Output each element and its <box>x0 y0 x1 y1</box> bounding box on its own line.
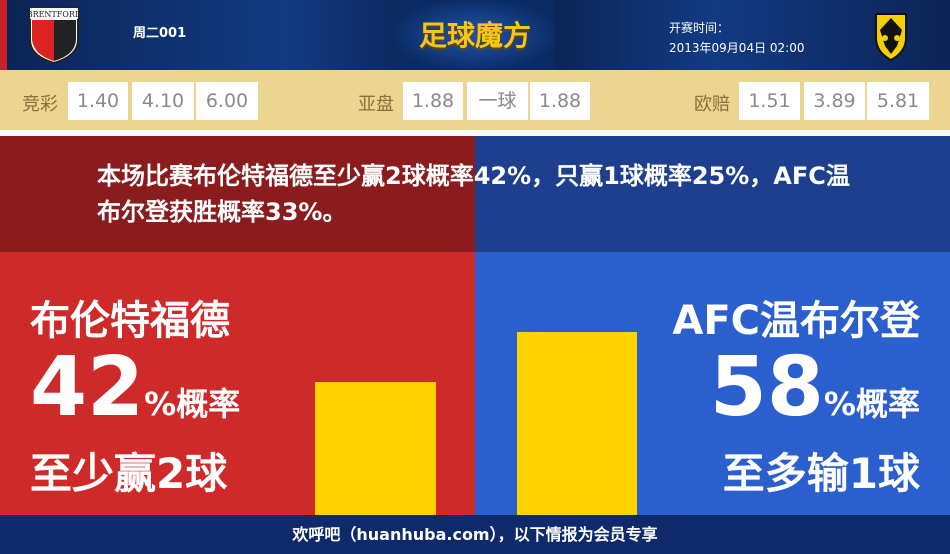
jingcai-odds-lose: 6.00 <box>196 82 258 120</box>
jingcai-odds-draw: 4.10 <box>132 82 194 120</box>
oupei-label: 欧赔 <box>694 94 730 115</box>
oupei-odds-draw: 3.89 <box>804 82 865 120</box>
brand-panel <box>395 0 555 70</box>
divider <box>0 130 950 136</box>
oupei-odds-win: 1.51 <box>739 82 800 120</box>
yapan-handicap: 一球 <box>467 82 528 120</box>
summary-bg-home <box>0 136 475 252</box>
home-percent: 42%概率 <box>30 340 240 435</box>
away-team-logo <box>874 10 908 62</box>
match-number: 周二001 <box>133 26 187 41</box>
away-outcome: 至多输1球 <box>722 449 920 498</box>
away-probability-bar <box>517 332 637 515</box>
oupei-odds-lose: 5.81 <box>867 82 929 120</box>
away-percent-suffix: %概率 <box>823 385 920 423</box>
yapan-label: 亚盘 <box>358 94 394 115</box>
red-strip <box>0 0 7 70</box>
home-team-logo: BRENTFORD <box>27 6 81 65</box>
home-percent-suffix: %概率 <box>144 385 241 423</box>
prediction-summary: 本场比赛布伦特福德至少赢2球概率42%，只赢1球概率25%，AFC温布尔登获胜概… <box>97 162 850 226</box>
home-outcome: 至少赢2球 <box>30 449 228 498</box>
footer-notice: 欢呼吧（huanhuba.com），以下情报为会员专享 <box>0 515 950 554</box>
jingcai-odds-win: 1.40 <box>68 82 128 120</box>
brand-logo: 足球魔方 <box>418 19 531 52</box>
away-percent: 58%概率 <box>710 340 920 435</box>
summary-bg-away <box>475 136 950 252</box>
away-team-name: AFC温布尔登 <box>672 298 920 344</box>
yapan-odds-home: 1.88 <box>403 82 463 120</box>
away-percent-value: 58 <box>709 340 824 435</box>
yapan-odds-away: 1.88 <box>530 82 590 120</box>
home-percent-value: 42 <box>30 340 145 435</box>
svg-text:BRENTFORD: BRENTFORD <box>28 10 80 19</box>
home-team-name: 布伦特福德 <box>30 298 230 344</box>
home-probability-bar <box>315 382 436 515</box>
jingcai-label: 竞彩 <box>22 94 58 115</box>
kickoff-time: 2013年09月04日 02:00 <box>669 41 805 55</box>
kickoff-label: 开赛时间： <box>669 21 730 35</box>
